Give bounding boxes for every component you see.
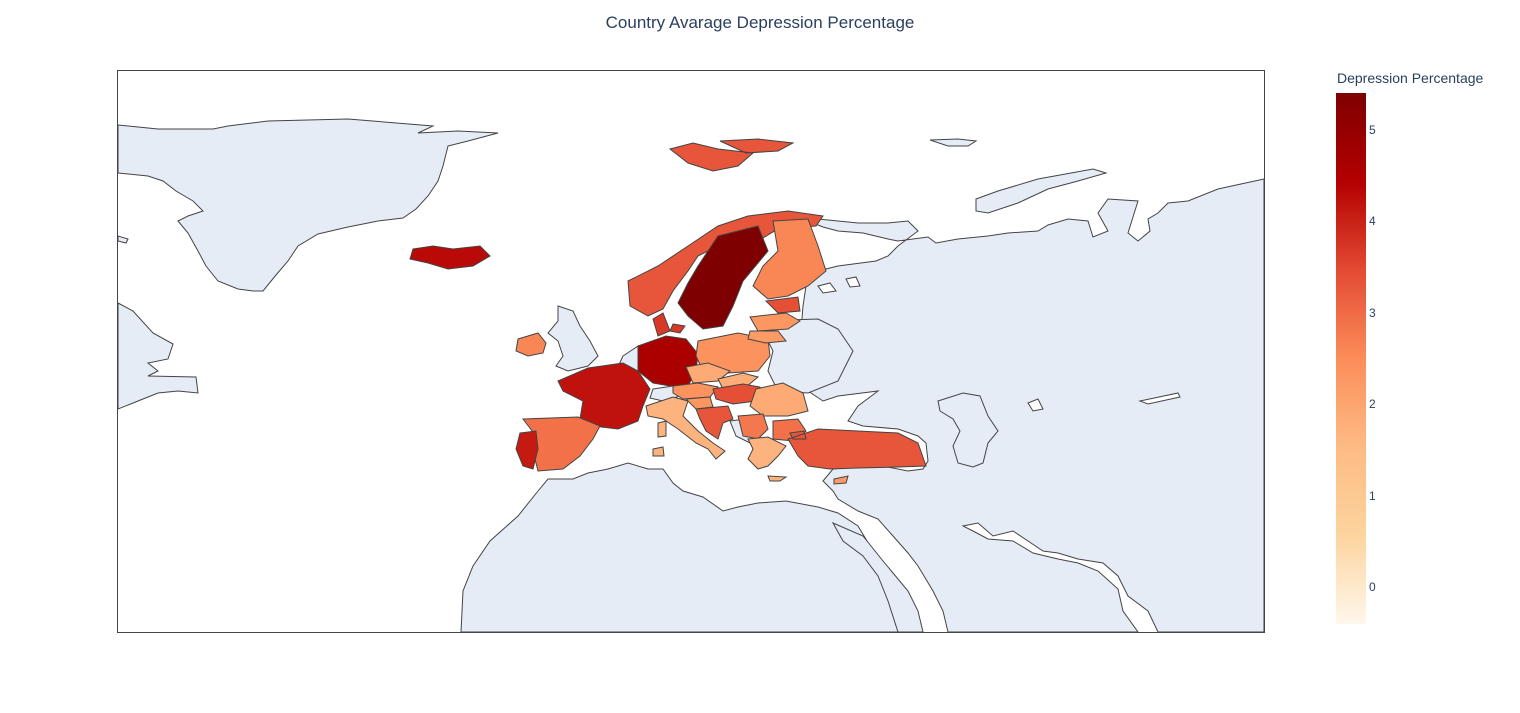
- land-arabia: [831, 521, 924, 632]
- colorbar-tick-label: 4: [1369, 214, 1376, 229]
- country-germany[interactable]: [637, 335, 699, 387]
- country-greece[interactable]: [747, 436, 788, 482]
- country-france[interactable]: [557, 362, 651, 430]
- colorbar-tick-label: 2: [1369, 397, 1376, 412]
- chart-title: Country Avarage Depression Percentage: [605, 13, 915, 32]
- country-estonia[interactable]: [764, 296, 801, 314]
- country-ireland[interactable]: [515, 332, 547, 357]
- land-caspian-area: [937, 392, 999, 468]
- map-plot-area[interactable]: [117, 70, 1265, 633]
- country-latvia[interactable]: [749, 312, 801, 332]
- country-czechia[interactable]: [685, 362, 731, 384]
- country-croatia[interactable]: [695, 405, 734, 440]
- colorbar: [1336, 93, 1366, 624]
- colorbar-tick-label: 5: [1369, 122, 1376, 137]
- land-canada-north: [118, 235, 129, 244]
- country-sweden[interactable]: [677, 225, 769, 330]
- map-svg: [118, 118, 1264, 632]
- land-uk: [547, 305, 599, 372]
- country-norway-svalbard[interactable]: [668, 138, 795, 172]
- colorbar-title: Depression Percentage: [1337, 70, 1484, 86]
- countries: [409, 138, 927, 485]
- country-lithuania[interactable]: [747, 330, 787, 344]
- country-turkey[interactable]: [787, 428, 927, 470]
- colorbar-tick-label: 0: [1369, 580, 1376, 595]
- country-slovenia[interactable]: [684, 396, 714, 410]
- country-portugal[interactable]: [515, 430, 539, 470]
- country-cyprus[interactable]: [833, 475, 849, 485]
- country-austria[interactable]: [672, 382, 719, 400]
- country-romania[interactable]: [749, 382, 809, 417]
- country-italy[interactable]: [645, 396, 726, 460]
- country-serbia[interactable]: [737, 413, 769, 440]
- land-greenland: [118, 118, 499, 292]
- colorbar-tick-label: 3: [1369, 305, 1376, 320]
- land-canada-east: [118, 302, 199, 410]
- country-finland[interactable]: [752, 218, 827, 300]
- lakes: [817, 276, 1181, 412]
- colorbar-tick-label: 1: [1369, 488, 1376, 503]
- land-novaya-zemlya: [975, 168, 1108, 214]
- land-svalbard-small: [929, 138, 978, 147]
- country-iceland[interactable]: [409, 245, 491, 270]
- country-denmark[interactable]: [652, 312, 686, 337]
- country-poland[interactable]: [695, 332, 771, 374]
